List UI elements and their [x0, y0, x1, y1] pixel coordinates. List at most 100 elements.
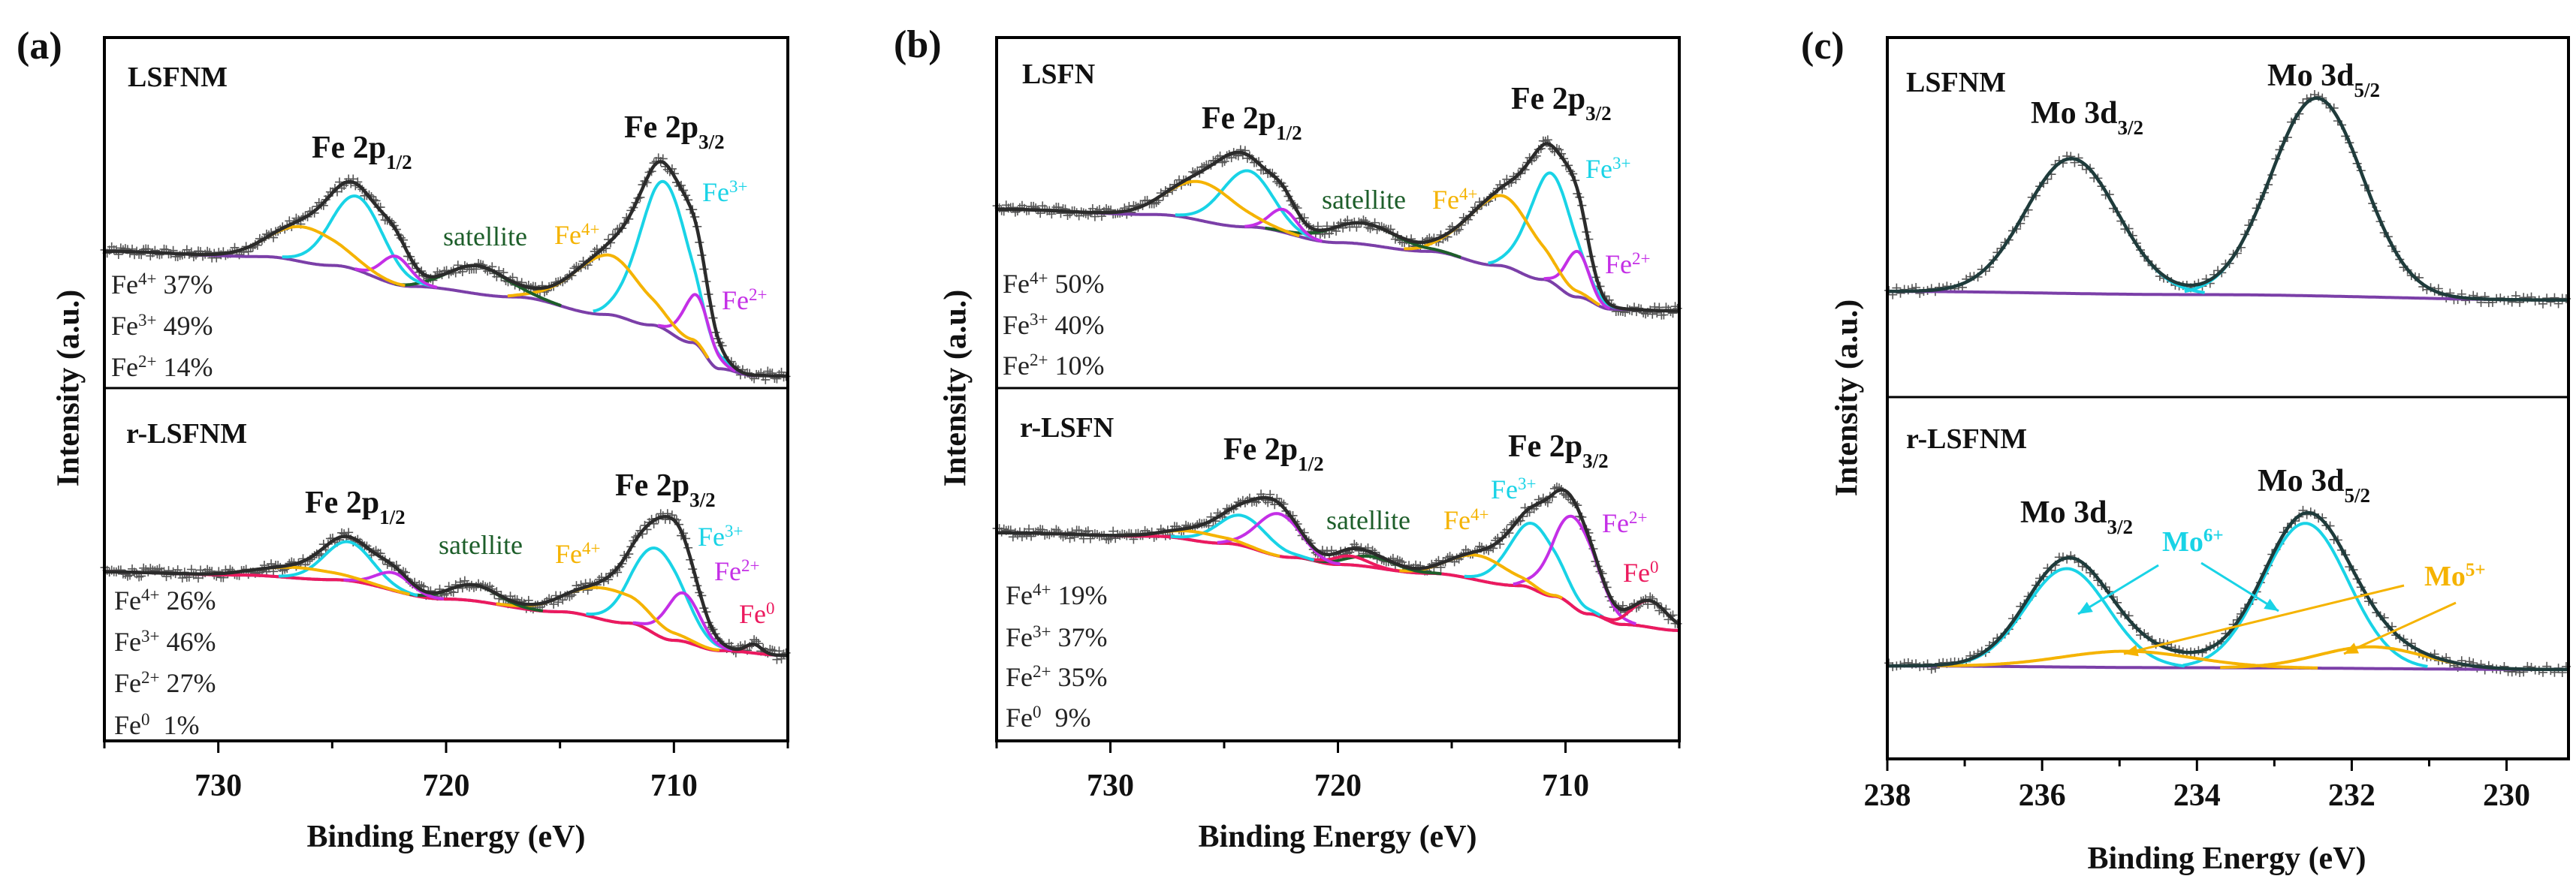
composition-entry-space: [156, 269, 163, 300]
composition-entry: Fe3+ 49%: [111, 311, 213, 342]
composition-entry-base: Fe: [1003, 310, 1030, 340]
peak-label-sub: 1/2: [1298, 453, 1324, 475]
species-label-base: Fe: [1443, 505, 1470, 535]
sample-label: LSFNM: [128, 62, 228, 93]
species-label-base: Fe: [722, 285, 749, 315]
species-label: Fe4+: [554, 220, 599, 251]
composition-entry-space: [1048, 310, 1054, 340]
peak-label: Fe 2p3/2: [1511, 82, 1612, 125]
species-label: Fe4+: [1443, 505, 1489, 536]
species-label-base: Fe: [739, 599, 766, 629]
composition-entry-base: Fe: [111, 269, 138, 300]
composition-entry-space: [150, 710, 164, 740]
sample-label: LSFN: [1022, 59, 1095, 90]
composition-entry-sup: 3+: [1033, 622, 1051, 641]
annotation-arrow: [2077, 564, 2159, 616]
annotation-arrow: [2343, 601, 2457, 655]
species-label-base: Fe: [1432, 185, 1459, 215]
species-label-sup: 0: [766, 599, 775, 618]
peak-label: Mo 3d3/2: [2031, 96, 2143, 139]
peak-label-base: Mo 3d: [2031, 96, 2118, 131]
species-label-sup: 4+: [582, 539, 600, 558]
composition-entry-space: [1051, 580, 1057, 610]
species-label: satellite: [1326, 505, 1410, 535]
component-fe3plus-2p1-2: [1175, 169, 1320, 242]
species-label: Fe2+: [722, 285, 767, 316]
species-label: Fe4+: [555, 539, 600, 570]
composition-entry: Fe3+ 37%: [1006, 622, 1107, 653]
panel-b: (b) Binding Energy (eV) Intensity (a.u.) 73…: [894, 23, 1682, 854]
component-fe4plus-2p3-2: [507, 253, 710, 360]
species-label-base: Fe: [554, 220, 581, 250]
composition-entry-pct: 9%: [1055, 703, 1091, 733]
species-label: Fe0: [739, 599, 775, 630]
composition-entry-pct: 40%: [1054, 310, 1104, 340]
x-tick-label: 236: [2019, 778, 2066, 813]
species-label-base: satellite: [443, 221, 527, 251]
composition-entry: Fe3+ 40%: [1003, 310, 1104, 341]
composition-entry-base: Fe: [1006, 662, 1033, 692]
annotation-arrow: [2123, 584, 2405, 655]
fit-envelope: [104, 160, 788, 378]
composition-entry-pct: 37%: [163, 269, 213, 300]
species-label-sup: 4+: [1459, 185, 1477, 203]
species-label: Fe2+: [1605, 249, 1650, 280]
composition-entry-sup: 0: [1033, 703, 1042, 721]
composition-entry: Fe3+ 46%: [114, 627, 216, 658]
composition-entry-base: Fe: [114, 668, 141, 698]
species-label-sup: 2+: [1629, 508, 1647, 527]
peak-label-base: Fe 2p: [1508, 429, 1582, 464]
component-fe2plus-2p3-2: [657, 293, 737, 372]
species-label-base: Fe: [714, 556, 741, 586]
peak-label: Fe 2p1/2: [1202, 101, 1302, 144]
composition-entry: Fe4+ 26%: [114, 585, 216, 616]
panel-label: (b): [894, 23, 942, 66]
component-fe3plus-2p3-2: [1488, 171, 1616, 309]
composition-entry: Fe0 1%: [114, 710, 200, 741]
fit-envelope: [1887, 510, 2568, 672]
x-tick-label: 230: [2483, 778, 2530, 813]
component-fe2plus-2p1-2: [1217, 512, 1341, 566]
peak-label: Mo 3d3/2: [2020, 495, 2133, 538]
peak-label-base: Fe 2p: [305, 486, 379, 520]
arrow-head-icon: [2264, 598, 2279, 611]
composition-entry-sup: 3+: [138, 311, 156, 330]
arrow-head-icon: [2124, 645, 2139, 657]
composition-entry-base: Fe: [111, 311, 138, 341]
composition-entry-pct: 49%: [163, 311, 213, 341]
composition-entry-sup: 4+: [1030, 269, 1048, 287]
peak-label-base: Mo 3d: [2258, 464, 2345, 498]
component-mo6plus-3d5-2: [2182, 522, 2428, 668]
species-label-sup: 6+: [2203, 525, 2224, 546]
species-label-base: Fe: [698, 522, 725, 552]
species-label: Fe2+: [714, 556, 759, 587]
measured-data: [1884, 90, 2571, 309]
composition-entry-sup: 0: [141, 710, 150, 729]
species-label-sup: 4+: [1470, 505, 1489, 524]
composition-entry-space: [1048, 269, 1054, 299]
x-tick-label: 730: [1087, 769, 1134, 803]
composition-entry-base: Fe: [1003, 269, 1030, 299]
composition-entry-sup: 2+: [141, 668, 159, 687]
composition-entry-space: [1051, 622, 1057, 652]
arrow-head-icon: [2344, 643, 2359, 654]
component-fe2plus-2p3-2: [1543, 249, 1611, 310]
species-label: Mo6+: [2162, 525, 2224, 558]
composition-entry-space: [159, 585, 166, 616]
peak-label-sub: 3/2: [2107, 516, 2134, 538]
peak-label-sub: 3/2: [1582, 450, 1609, 472]
composition-entry-base: Fe: [111, 352, 138, 382]
y-axis-title: Intensity (a.u.): [939, 290, 973, 487]
species-label-base: Mo: [2424, 561, 2466, 592]
composition-entry-base: Fe: [1003, 351, 1030, 381]
species-label-sup: 3+: [729, 177, 747, 196]
component-fe2plus-2p3-2: [632, 591, 734, 652]
component-fe3plus-2p1-2: [282, 194, 433, 288]
composition-entry: Fe4+ 50%: [1003, 269, 1104, 300]
panel-c: (c) Binding Energy (eV) Intensity (a.u.) 23…: [1801, 25, 2571, 876]
species-label-sup: 3+: [1612, 154, 1630, 173]
composition-entry-sup: 3+: [141, 627, 159, 646]
composition-entry-sup: 4+: [141, 585, 159, 604]
